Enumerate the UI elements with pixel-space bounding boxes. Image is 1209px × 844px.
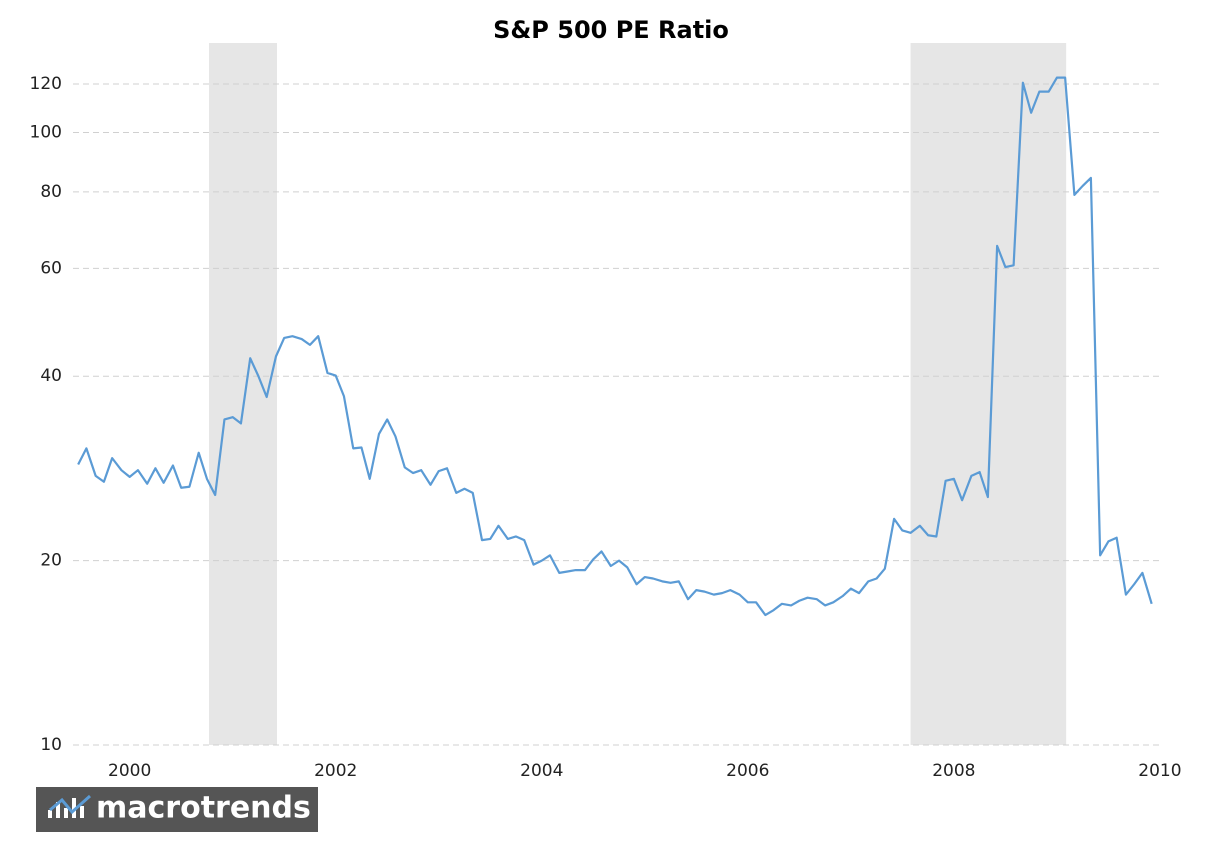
y-tick-label: 10 — [40, 735, 62, 755]
logo-icon — [48, 798, 84, 818]
watermark: macrotrends — [96, 791, 311, 826]
recession-band — [910, 43, 1067, 745]
x-tick-label: 2008 — [932, 761, 975, 781]
x-tick-label: 2004 — [520, 761, 563, 781]
y-tick-label: 40 — [40, 366, 62, 386]
x-tick-label: 2002 — [314, 761, 357, 781]
x-tick-label: 2006 — [726, 761, 769, 781]
y-tick-label: 60 — [40, 258, 62, 278]
y-tick-label: 80 — [40, 182, 62, 202]
chart-title: S&P 500 PE Ratio — [493, 16, 729, 44]
y-tick-label: 120 — [30, 74, 62, 94]
x-tick-label: 2010 — [1138, 761, 1181, 781]
x-tick-label: 2000 — [108, 761, 151, 781]
logo-icon-line — [49, 794, 91, 815]
line-series — [77, 76, 1153, 617]
y-tick-label: 20 — [40, 551, 62, 571]
logo: macrotrends — [36, 787, 318, 832]
y-tick-label: 100 — [30, 123, 62, 143]
